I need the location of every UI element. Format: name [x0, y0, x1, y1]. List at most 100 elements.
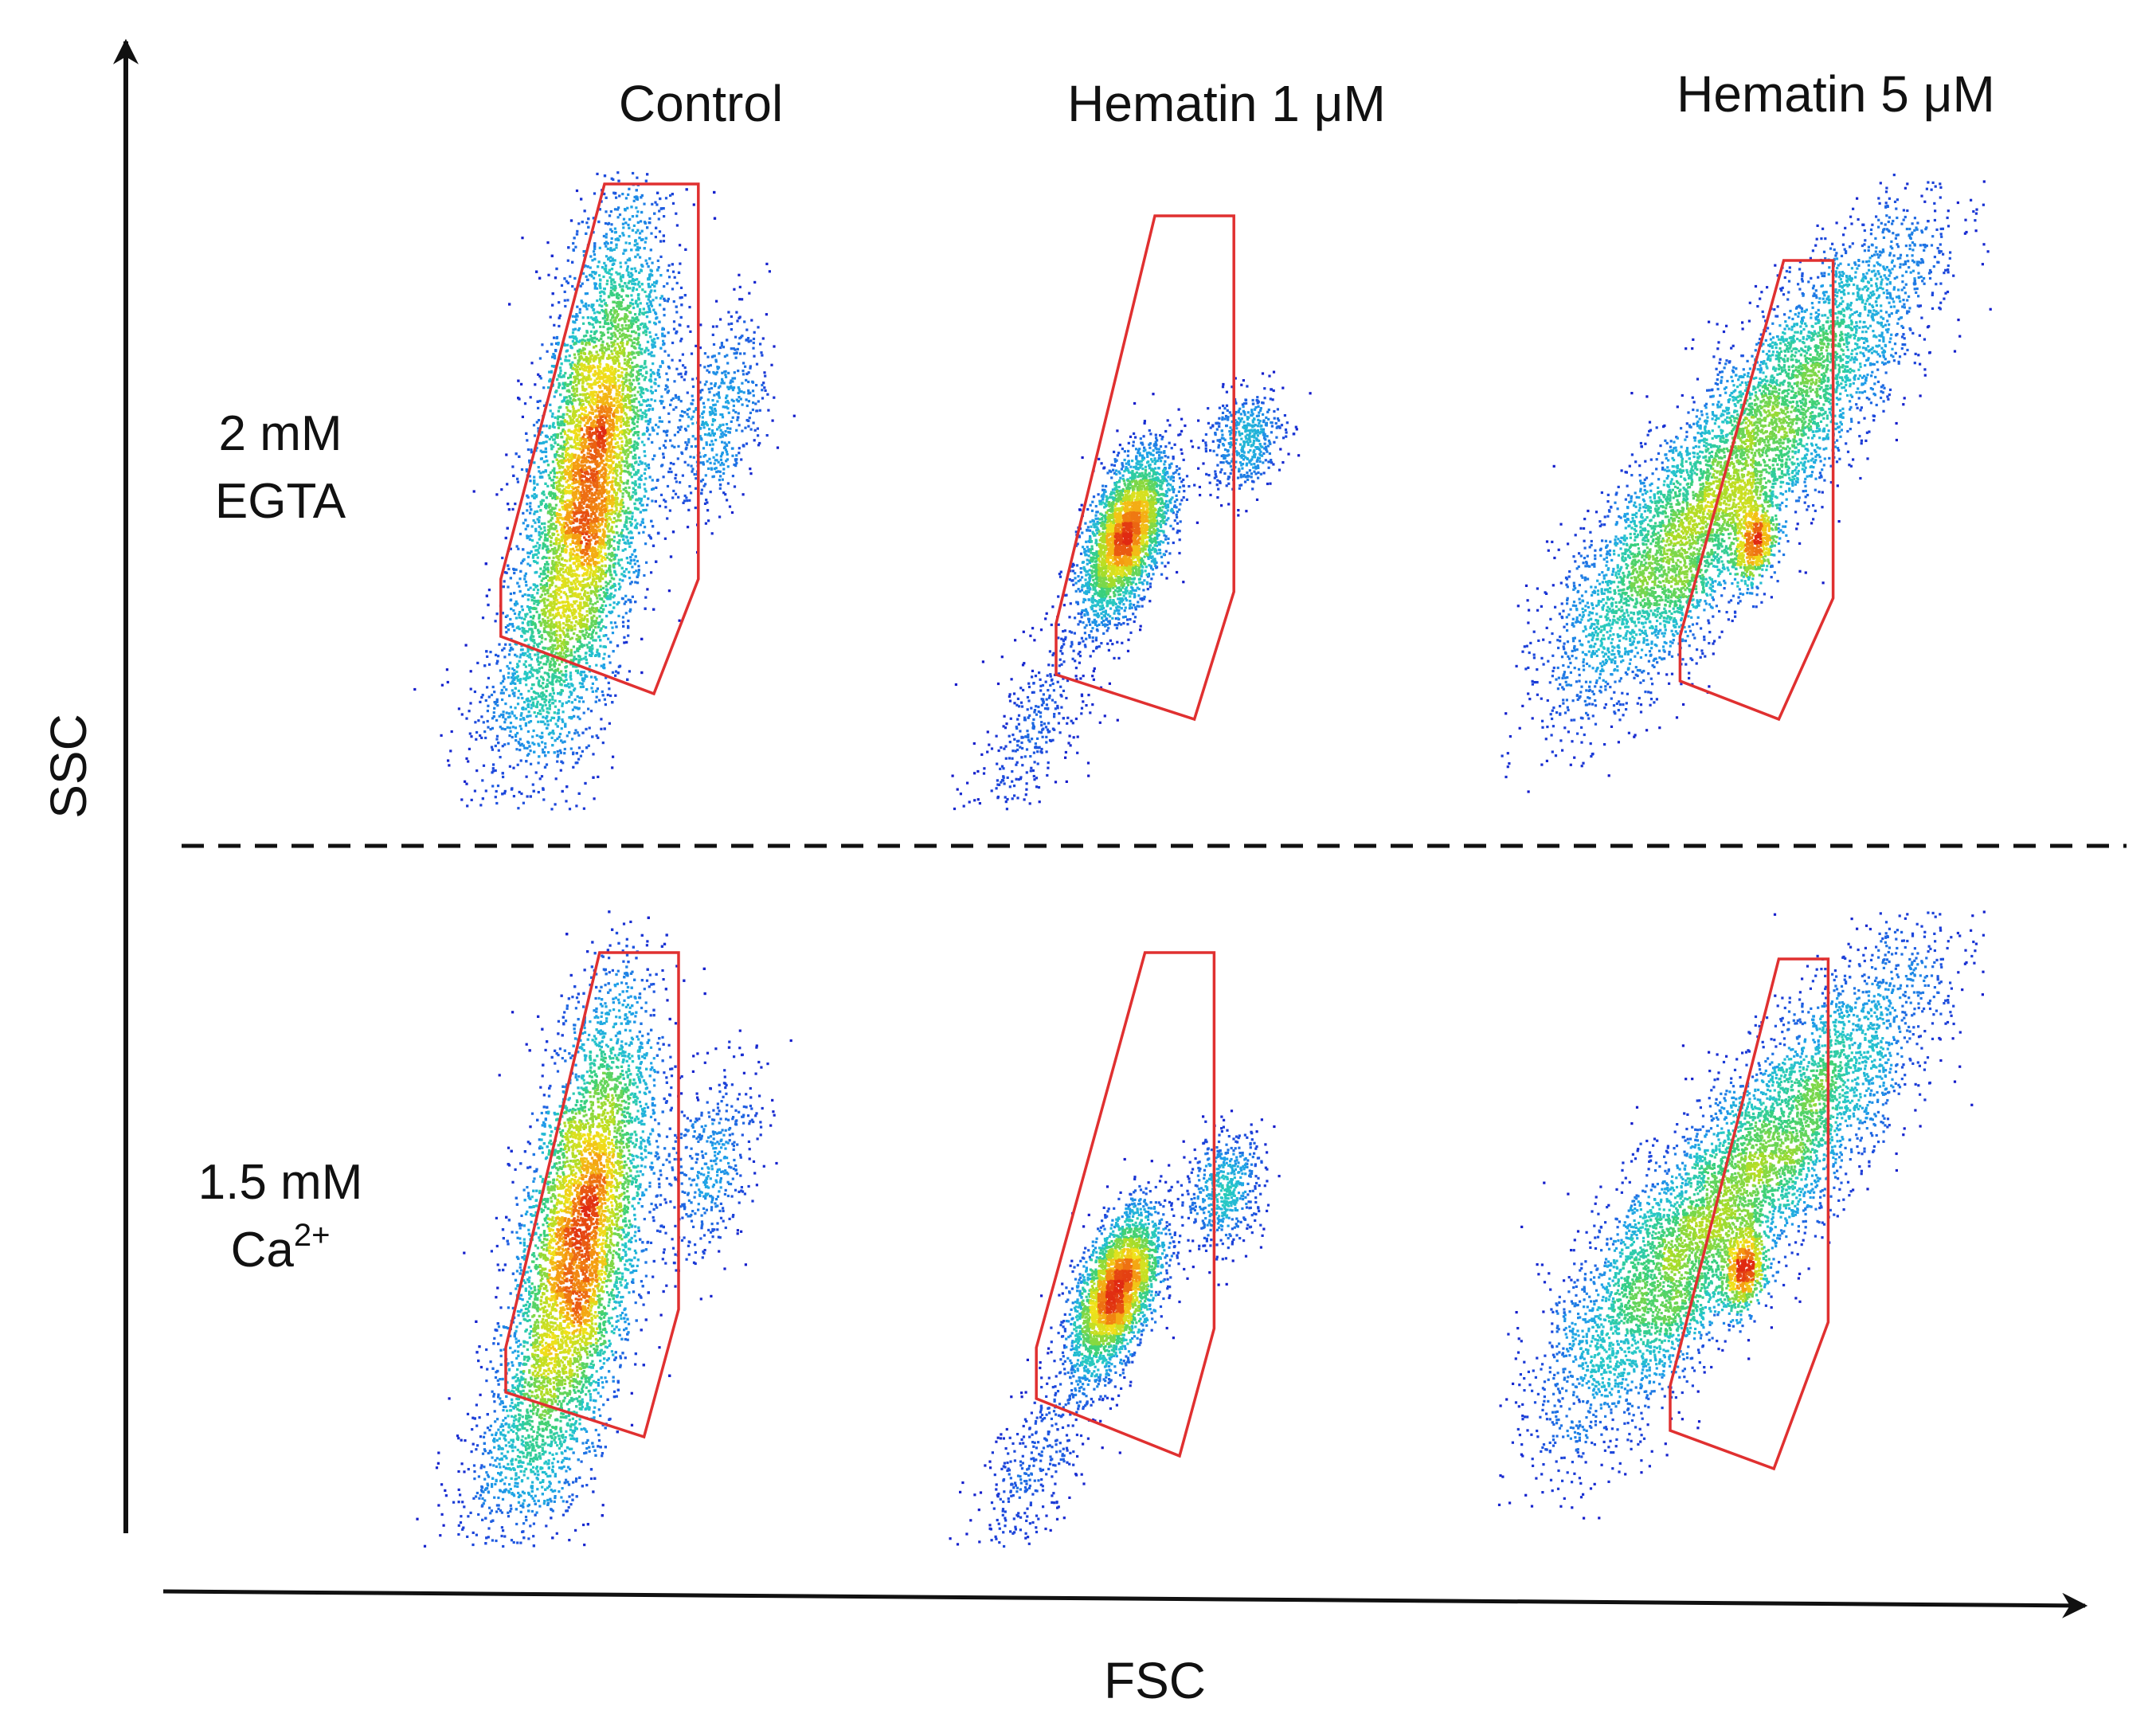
event-dot — [678, 396, 680, 398]
event-dot — [628, 670, 631, 672]
event-dot — [753, 439, 756, 441]
event-dot — [590, 710, 593, 712]
event-dot — [592, 753, 594, 755]
event-dot — [753, 421, 755, 424]
event-dot — [615, 671, 617, 673]
event-dot — [537, 407, 539, 409]
event-dot — [719, 475, 722, 477]
event-dot — [501, 649, 503, 652]
event-dot — [767, 409, 769, 412]
event-dot — [593, 242, 596, 245]
event-dot — [482, 797, 484, 800]
event-dot — [680, 376, 683, 378]
event-dot — [636, 581, 639, 584]
event-dot — [519, 533, 522, 535]
event-dot — [706, 509, 709, 511]
event-dot — [672, 271, 675, 273]
event-dot — [526, 439, 528, 441]
event-dot — [580, 755, 582, 757]
event-dot — [660, 464, 663, 467]
event-dot — [507, 742, 510, 745]
event-dot — [644, 597, 647, 599]
event-dot — [577, 731, 579, 734]
event-dot — [678, 373, 680, 375]
event-dot — [687, 392, 689, 394]
event-dot — [646, 588, 648, 590]
event-dot — [669, 404, 671, 406]
event-dot — [690, 402, 692, 405]
event-dot — [742, 493, 745, 495]
event-dot — [614, 208, 616, 210]
event-dot — [757, 434, 759, 436]
event-dot — [681, 415, 683, 417]
event-dot — [676, 224, 679, 226]
event-dot — [679, 620, 681, 622]
event-dot — [512, 475, 515, 477]
event-dot — [583, 808, 585, 810]
event-dot — [612, 671, 614, 674]
event-dot — [507, 568, 510, 570]
event-dot — [574, 729, 577, 731]
event-dot — [617, 180, 620, 182]
event-dot — [498, 749, 500, 752]
event-dot — [556, 761, 558, 763]
event-dot — [530, 448, 532, 451]
event-dot — [666, 517, 668, 519]
event-dot — [640, 523, 642, 526]
event-dot — [673, 300, 675, 303]
event-dot — [753, 355, 755, 358]
event-dot — [745, 443, 748, 445]
event-dot — [667, 471, 670, 473]
flow-cytometry-figure: Control Hematin 1 μM Hematin 5 μM 2 mM E… — [0, 0, 2156, 1722]
event-dot — [738, 412, 740, 414]
event-dot — [766, 434, 769, 436]
event-dot — [576, 752, 578, 754]
event-dot — [644, 542, 647, 545]
event-dot — [713, 343, 715, 346]
event-dot — [616, 171, 619, 174]
event-dot — [604, 727, 606, 730]
event-dot — [644, 222, 647, 225]
event-dot — [749, 365, 752, 367]
event-dot — [489, 651, 491, 653]
event-dot — [522, 416, 524, 418]
event-dot — [765, 389, 767, 392]
event-dot — [596, 734, 598, 737]
event-dot — [595, 701, 597, 703]
event-dot — [710, 387, 713, 389]
event-dot — [747, 389, 749, 392]
event-dot — [664, 388, 667, 390]
event-dot — [748, 400, 750, 402]
event-dot — [516, 478, 518, 480]
event-dot — [479, 734, 481, 737]
event-dot — [667, 413, 670, 415]
event-dot — [757, 326, 759, 328]
event-dot — [763, 371, 765, 374]
event-dot — [680, 287, 683, 289]
event-dot — [461, 713, 464, 715]
event-dot — [522, 512, 524, 515]
event-dot — [674, 477, 676, 479]
event-dot — [668, 366, 671, 369]
event-dot — [645, 562, 648, 564]
event-dot — [492, 763, 495, 765]
event-dot — [745, 329, 748, 331]
event-dot — [693, 456, 695, 459]
event-dot — [515, 739, 517, 742]
event-dot — [509, 649, 511, 652]
event-dot — [667, 485, 669, 487]
event-dot — [688, 485, 691, 487]
event-dot — [522, 548, 524, 550]
event-dot — [577, 758, 580, 761]
event-dot — [527, 448, 530, 451]
event-dot — [515, 748, 518, 750]
event-dot — [652, 609, 655, 611]
event-dot — [688, 306, 691, 308]
event-dot — [569, 808, 571, 810]
event-dot — [564, 291, 566, 293]
event-dot — [558, 325, 560, 327]
event-dot — [682, 475, 684, 477]
event-dot — [612, 192, 615, 194]
event-dot — [517, 380, 519, 382]
event-dot — [517, 481, 519, 483]
